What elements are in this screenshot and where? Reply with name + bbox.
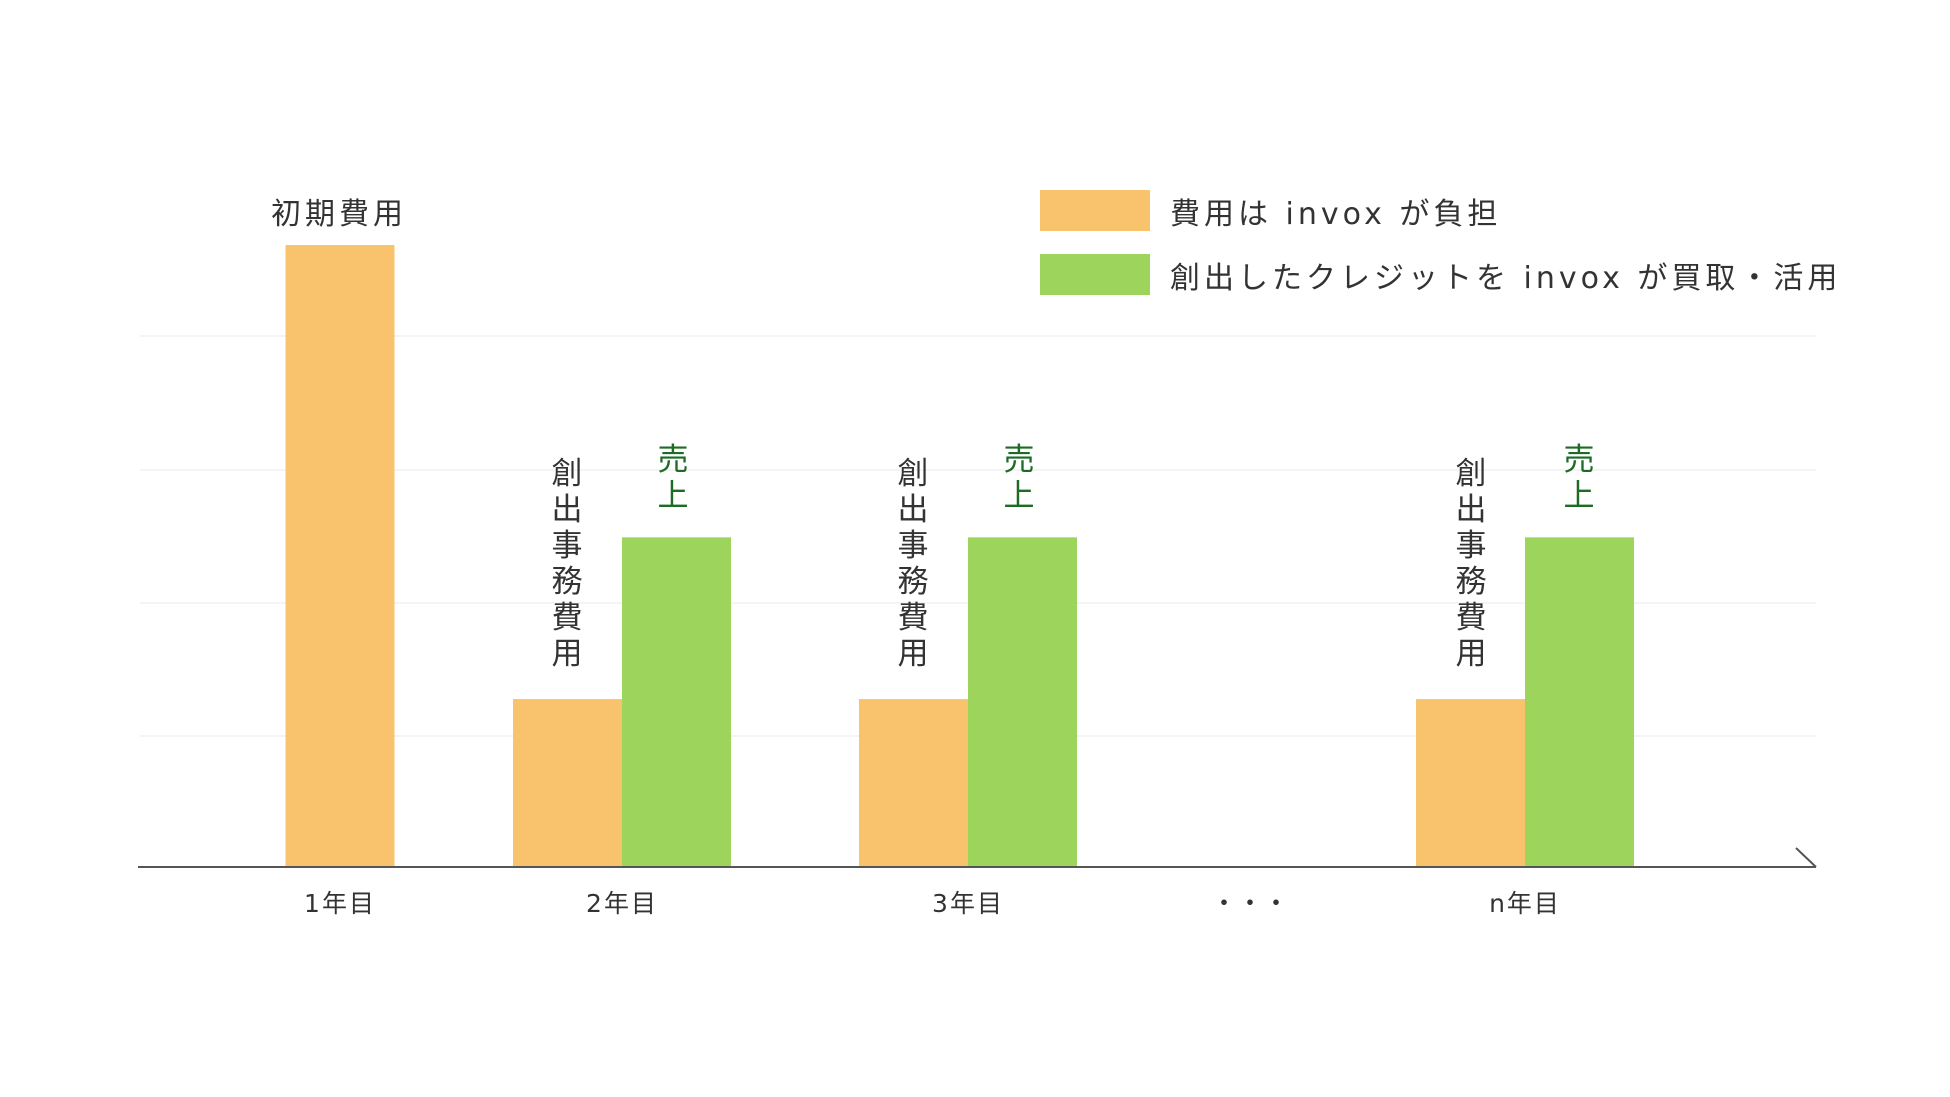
bar-label-initial-cost: 初期費用 [271, 197, 407, 232]
bar-cost-2 [859, 699, 968, 867]
bar-label-sales-3: 売上 [1003, 442, 1035, 514]
x-tick-label-1: 2年目 [586, 889, 658, 918]
bar-label-office-cost-3: 創出事務費用 [897, 456, 929, 672]
bar-cost-4 [1416, 699, 1525, 867]
legend-label-cost: 費用は invox が負担 [1170, 197, 1502, 232]
bar-label-sales-2: 売上 [657, 442, 689, 514]
x-tick-label-3: ・・・ [1211, 889, 1289, 919]
bar-sales-1 [622, 537, 731, 867]
bar-label-office-cost-2: 創出事務費用 [551, 456, 583, 672]
x-tick-label-2: 3年目 [932, 889, 1004, 918]
x-tick-label-0: 1年目 [304, 889, 376, 918]
legend-swatch-sales [1040, 254, 1150, 295]
bar-cost-0 [285, 245, 395, 867]
legend-swatch-cost [1040, 190, 1150, 231]
x-axis-arrow [1795, 847, 1817, 868]
bar-sales-2 [968, 537, 1077, 867]
x-tick-label-4: n年目 [1489, 889, 1561, 918]
bar-cost-1 [513, 699, 622, 867]
bar-label-sales-n: 売上 [1563, 442, 1595, 514]
bar-label-office-cost-n: 創出事務費用 [1455, 456, 1487, 672]
bar-sales-4 [1525, 537, 1634, 867]
legend-label-sales: 創出したクレジットを invox が買取・活用 [1170, 261, 1842, 296]
